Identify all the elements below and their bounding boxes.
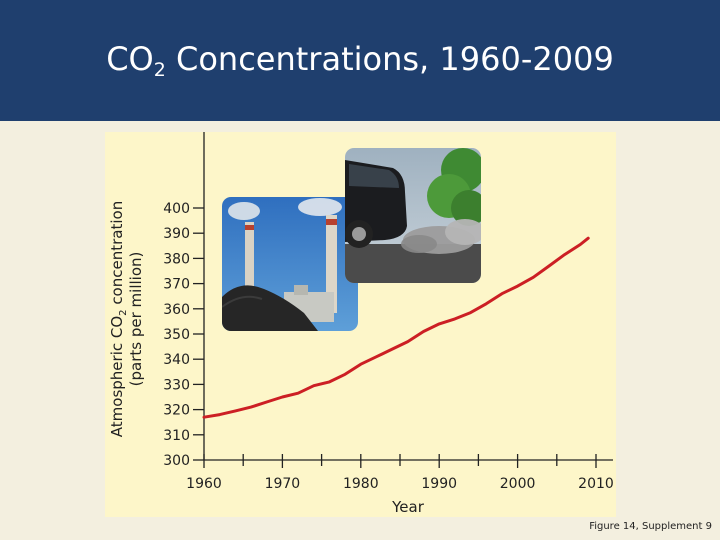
x-tick-label: 2000 bbox=[500, 476, 536, 492]
slide-title: CO2 Concentrations, 1960-2009 bbox=[0, 40, 720, 81]
car-exhaust-photo bbox=[345, 148, 481, 283]
y-tick-label: 310 bbox=[163, 428, 190, 444]
y-axis-ticks: 300 310 320 330 340 350 360 370 380 390 400 bbox=[163, 201, 204, 469]
x-tick-label: 1970 bbox=[265, 476, 301, 492]
y-tick-label: 400 bbox=[163, 201, 190, 217]
y-tick-label: 340 bbox=[163, 352, 190, 368]
y-tick-label: 320 bbox=[163, 403, 190, 419]
y-axis-label-line1: Atmospheric CO2 concentration bbox=[108, 201, 129, 437]
figure-footnote: Figure 14, Supplement 9 bbox=[589, 521, 712, 532]
y-tick-label: 350 bbox=[163, 327, 190, 343]
power-plant-photo bbox=[222, 197, 358, 331]
y-tick-label: 370 bbox=[163, 277, 190, 293]
title-subscript: 2 bbox=[153, 59, 166, 81]
y-axis-label-line2: (parts per million) bbox=[127, 252, 145, 387]
title-co: CO bbox=[106, 40, 154, 78]
x-axis-label: Year bbox=[391, 498, 425, 516]
smokestacks-coal-pile-photo bbox=[222, 197, 358, 331]
x-tick-label: 2010 bbox=[578, 476, 614, 492]
x-axis-ticks: 1960 1970 1980 1990 2000 2010 bbox=[186, 454, 614, 492]
title-bar: CO2 Concentrations, 1960-2009 bbox=[0, 0, 720, 121]
x-tick-label: 1990 bbox=[421, 476, 457, 492]
x-tick-label: 1980 bbox=[343, 476, 379, 492]
y-tick-label: 360 bbox=[163, 302, 190, 318]
y-tick-label: 330 bbox=[163, 377, 190, 393]
y-tick-label: 300 bbox=[163, 453, 190, 469]
car-exhaust-photo-art bbox=[345, 148, 481, 283]
y-tick-label: 380 bbox=[163, 251, 190, 267]
co2-series-line bbox=[202, 236, 590, 419]
x-tick-label: 1960 bbox=[186, 476, 222, 492]
y-tick-label: 390 bbox=[163, 226, 190, 242]
y-axis-label: Atmospheric CO2 concentration (parts per… bbox=[108, 201, 145, 437]
title-rest: Concentrations, 1960-2009 bbox=[165, 40, 614, 78]
y-axis-label-subscript: 2 bbox=[118, 309, 129, 315]
